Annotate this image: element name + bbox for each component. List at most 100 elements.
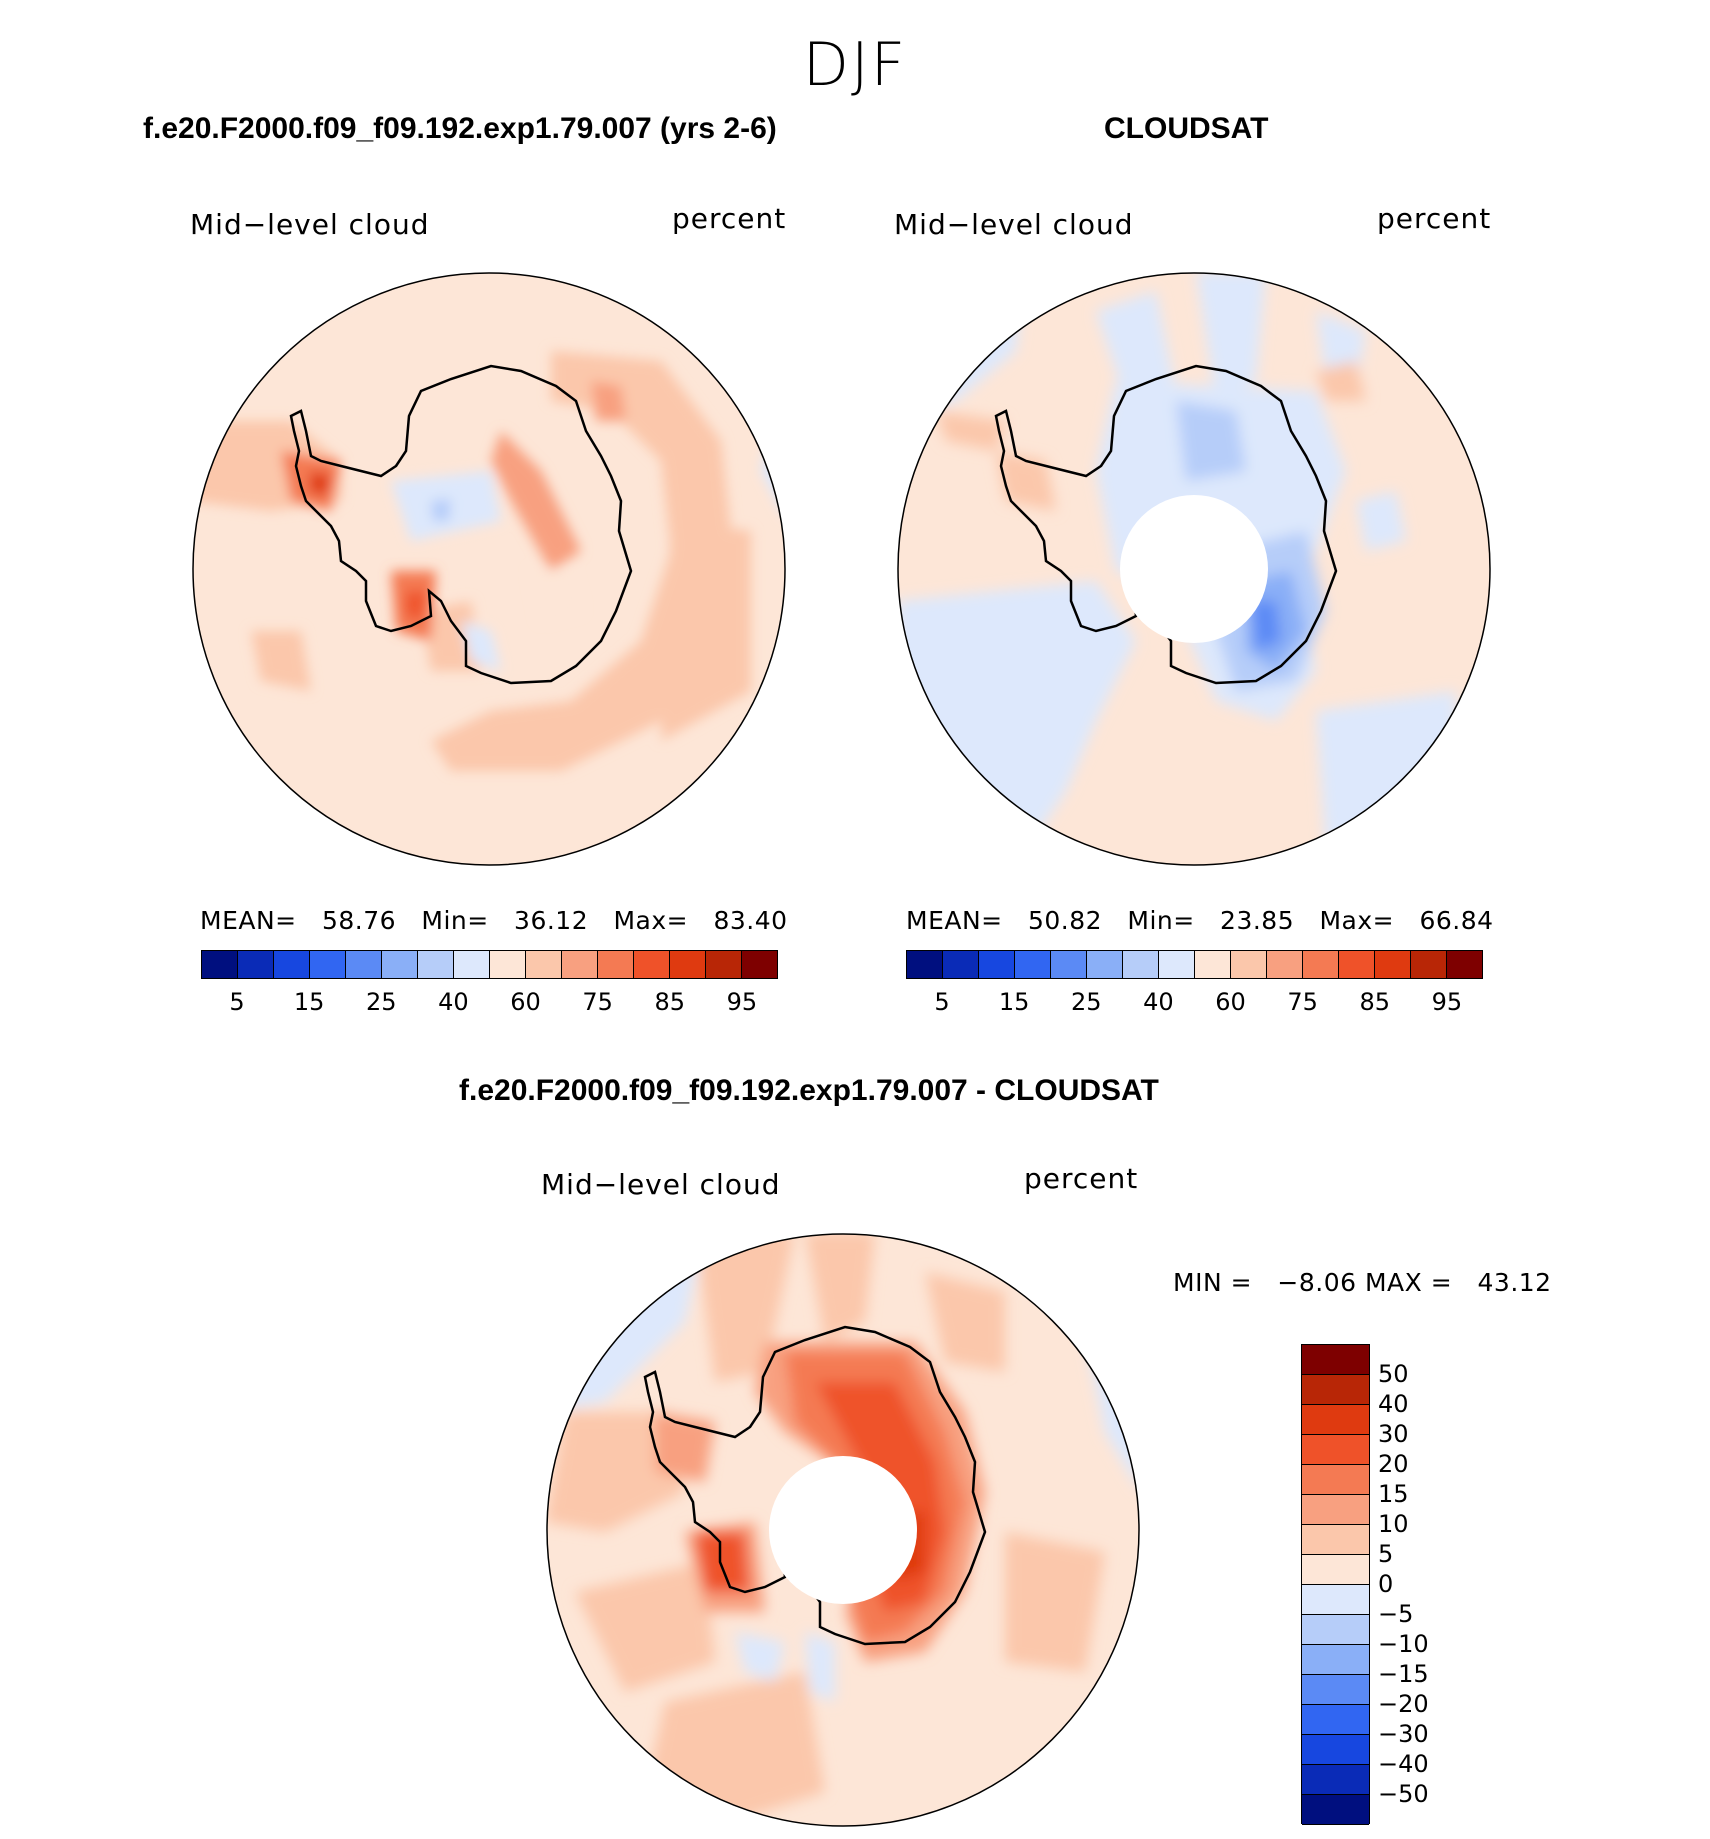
panel2-title: CLOUDSAT: [1104, 112, 1269, 145]
colorbar-tick-label: 25: [1071, 988, 1102, 1016]
colorbar-swatch: [238, 951, 274, 978]
colorbar-swatch: [943, 951, 979, 978]
colorbar-swatch: [526, 951, 562, 978]
colorbar-tick-label: 85: [654, 988, 686, 1016]
colorbar-tick-label: 5: [229, 988, 245, 1016]
map-boundary: [897, 272, 1491, 866]
mean-value: 50.82: [1027, 906, 1103, 935]
panel2-stats: MEAN= 50.82 Min= 23.85 Max= 66.84: [906, 906, 1494, 935]
colorbar-tick-label: 5: [934, 988, 950, 1016]
field-patch: [1316, 361, 1366, 401]
colorbar-label: −10: [1378, 1630, 1429, 1658]
colorbar-label: 40: [1378, 1390, 1409, 1418]
colorbar-swatch: [1302, 1705, 1369, 1735]
max-label: Max=: [1319, 906, 1395, 935]
colorbar-swatch: [907, 951, 943, 978]
colorbar-swatch: [1302, 1435, 1369, 1465]
min-value: 36.12: [514, 906, 589, 935]
field-patch: [591, 381, 626, 421]
map-boundary: [192, 272, 786, 866]
colorbar-swatch: [202, 951, 238, 978]
panel3-units-label: percent: [1024, 1162, 1139, 1195]
field-patch: [925, 1272, 1005, 1372]
colorbar-label: 5: [1378, 1540, 1394, 1568]
field-patch: [461, 621, 501, 671]
map-boundary: [546, 1233, 1140, 1827]
panel1-stats: MEAN= 58.76 Min= 36.12 Max= 83.40: [200, 906, 788, 935]
field-patch: [431, 351, 731, 771]
field-patch: [655, 1412, 715, 1482]
colorbar-swatch: [706, 951, 742, 978]
panel3-variable-label: Mid−level cloud: [541, 1168, 781, 1201]
colorbar-swatch: [1195, 951, 1231, 978]
colorbar-tick-label: 25: [366, 988, 397, 1016]
colorbar-swatch: [1339, 951, 1375, 978]
mean-label: MEAN=: [906, 906, 1003, 935]
colorbar-swatch: [274, 951, 310, 978]
colorbar-swatch: [1302, 1585, 1369, 1615]
field-patch: [575, 1562, 715, 1692]
field-patch: [491, 431, 581, 571]
colorbar-label: −5: [1378, 1600, 1414, 1628]
colorbar-swatch: [490, 951, 526, 978]
panel3-colorbar: [1301, 1344, 1370, 1825]
colorbar-tick-label: 95: [726, 988, 758, 1016]
colorbar-label: −40: [1378, 1750, 1429, 1778]
colorbar-swatch: [1302, 1735, 1369, 1765]
missing-data-hole: [1120, 495, 1268, 643]
colorbar-swatch: [562, 951, 598, 978]
mean-label: MEAN=: [200, 906, 297, 935]
field-patch: [735, 1632, 785, 1682]
panel2-colorbar: [906, 950, 1483, 979]
colorbar-swatch: [634, 951, 670, 978]
colorbar-swatch: [1123, 951, 1159, 978]
max-label: Max=: [613, 906, 689, 935]
colorbar-swatch: [1051, 951, 1087, 978]
mean-value: 58.76: [321, 906, 397, 935]
colorbar-swatch: [742, 951, 777, 978]
panel2-units-label: percent: [1377, 202, 1492, 235]
colorbar-tick-label: 85: [1359, 988, 1391, 1016]
field-patch: [1005, 1532, 1105, 1672]
colorbar-swatch: [1015, 951, 1051, 978]
colorbar-swatch: [670, 951, 706, 978]
min-value: −8.06: [1277, 1268, 1357, 1297]
field-patch: [1251, 601, 1281, 651]
panel3-polar-map: [546, 1233, 1140, 1827]
field-patch: [431, 499, 451, 521]
field-patch: [1316, 691, 1456, 851]
colorbar-swatch: [418, 951, 454, 978]
colorbar-tick-label: 40: [438, 988, 469, 1016]
colorbar-swatch: [1375, 951, 1411, 978]
min-label: Min=: [421, 906, 489, 935]
colorbar-swatch: [1302, 1615, 1369, 1645]
field-patch: [1356, 491, 1406, 551]
colorbar-label: 20: [1378, 1450, 1409, 1478]
colorbar-swatch: [1302, 1345, 1369, 1375]
field-patch: [309, 471, 331, 496]
colorbar-tick-label: 75: [1287, 988, 1318, 1016]
colorbar-swatch: [1303, 951, 1339, 978]
colorbar-swatch: [1302, 1405, 1369, 1435]
colorbar-swatch: [1231, 951, 1267, 978]
colorbar-swatch: [454, 951, 490, 978]
max-label: MAX =: [1364, 1268, 1453, 1297]
colorbar-swatch: [1411, 951, 1447, 978]
colorbar-swatch: [1159, 951, 1195, 978]
panel1-polar-map: [192, 272, 786, 866]
colorbar-swatch: [1267, 951, 1303, 978]
field-patch: [547, 1412, 685, 1532]
min-label: MIN =: [1173, 1268, 1253, 1297]
panel1-variable-label: Mid−level cloud: [190, 208, 430, 241]
field-patch: [695, 1532, 750, 1592]
min-label: Min=: [1127, 906, 1195, 935]
min-value: 23.85: [1220, 906, 1295, 935]
colorbar-label: −50: [1378, 1780, 1429, 1808]
field-patch: [805, 1234, 875, 1342]
antarctica-coastline: [289, 364, 633, 685]
colorbar-label: −20: [1378, 1690, 1429, 1718]
panel1-title: f.e20.F2000.f09_f09.192.exp1.79.007 (yrs…: [143, 112, 777, 145]
colorbar-swatch: [1302, 1465, 1369, 1495]
missing-data-hole: [769, 1456, 917, 1604]
panel2-polar-map: [897, 272, 1491, 866]
